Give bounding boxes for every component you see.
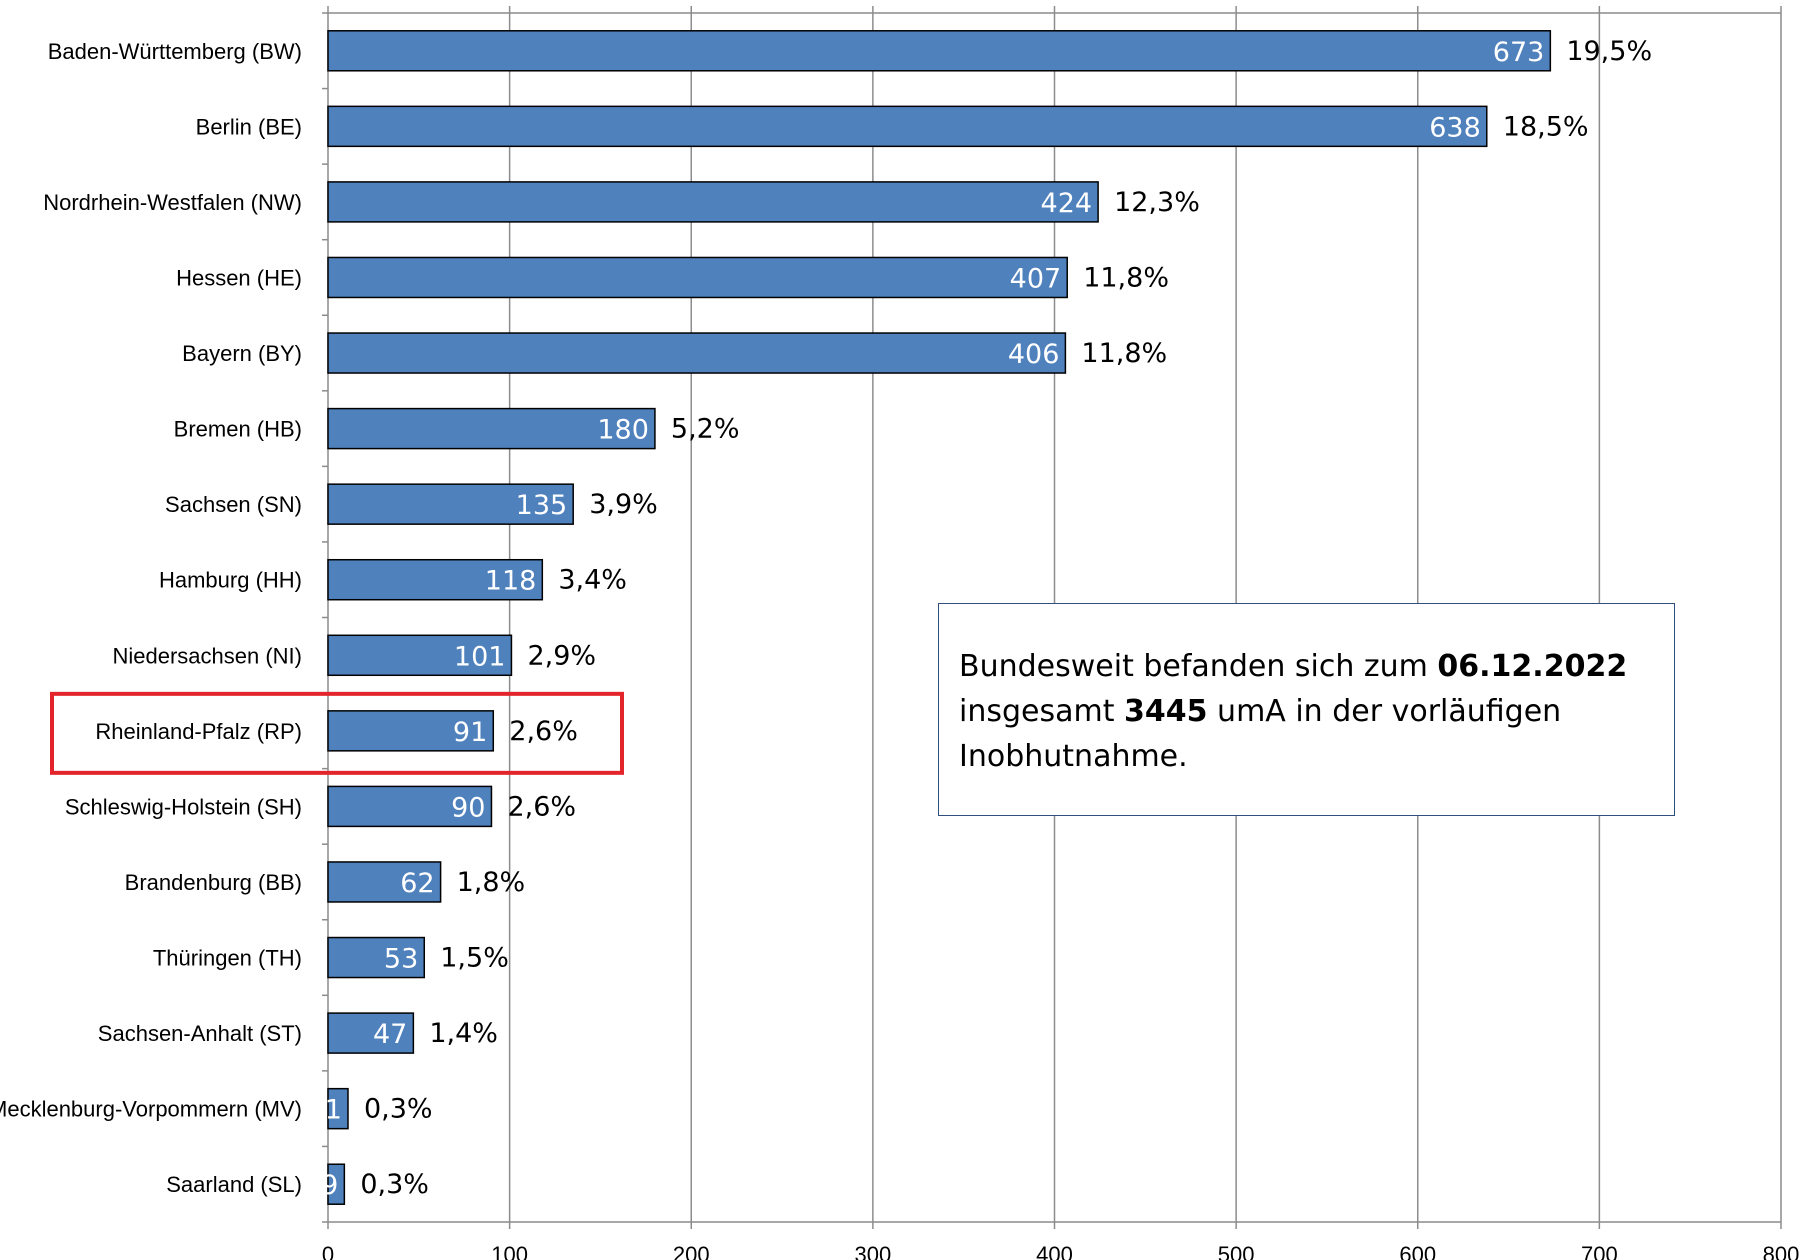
bar-value-label: 62 (400, 868, 434, 899)
category-label: Schleswig-Holstein (SH) (65, 794, 302, 819)
bar (327, 30, 1552, 72)
bar (327, 634, 513, 677)
category-label: Hessen (HE) (176, 265, 302, 290)
bar (327, 332, 1067, 374)
category-label: Mecklenburg-Vorpommern (MV) (0, 1097, 302, 1122)
bar-percent-label: 1,4% (429, 1018, 498, 1049)
bar (327, 1087, 349, 1130)
highlight-box (50, 691, 624, 775)
bar-percent-label: 11,8% (1083, 262, 1169, 293)
bar-percent-label: 5,2% (671, 414, 740, 445)
bar-percent-label: 0,3% (360, 1169, 429, 1200)
bar (327, 785, 493, 828)
bar-value-label: 135 (516, 490, 568, 521)
bar (327, 558, 544, 601)
bar-percent-label: 2,6% (509, 716, 578, 747)
x-tick-labels: 0 100 200 300 400 500 600 700 800 (322, 1242, 1799, 1260)
category-label: Baden-Württemberg (BW) (48, 39, 302, 64)
bar-percent-label: 19,5% (1566, 36, 1652, 67)
bar-percent-label: 3,9% (589, 489, 658, 520)
category-label: Nordrhein-Westfalen (NW) (43, 190, 302, 215)
category-label: Berlin (BE) (196, 114, 302, 139)
bar-value-label: 638 (1429, 112, 1481, 143)
bar (327, 1012, 415, 1054)
x-tick-label: 200 (673, 1242, 710, 1260)
category-label: Sachsen (SN) (165, 492, 302, 517)
bars: 673 19,5% 638 18,5% 424 12,3% 407 11,8% 406 11,8%… (308, 30, 1652, 1205)
bar-value-label: 47 (373, 1019, 407, 1050)
bar (327, 483, 574, 525)
bar-value-label: 91 (453, 717, 487, 748)
x-tick-label: 800 (1763, 1242, 1800, 1260)
bar-percent-label: 0,3% (364, 1094, 433, 1125)
bar-percent-label: 12,3% (1114, 187, 1200, 218)
bar-percent-label: 1,8% (457, 867, 526, 898)
x-tick-label: 0 (322, 1242, 334, 1260)
bar-percent-label: 11,8% (1081, 338, 1167, 369)
highlight-layer (50, 691, 624, 775)
bar (327, 861, 442, 903)
category-label: Rheinland-Pfalz (RP) (95, 719, 302, 744)
summary-annotation-box: Bundesweit befanden sich zum 06.12.2022 … (938, 603, 1675, 816)
bar (327, 105, 1488, 148)
bar-value-label: 406 (1008, 339, 1060, 370)
x-tick-label: 700 (1581, 1242, 1618, 1260)
bar (327, 407, 656, 450)
bar-percent-label: 18,5% (1503, 111, 1589, 142)
category-label: Thüringen (TH) (153, 946, 302, 971)
bar (327, 936, 426, 979)
bar-percent-label: 1,5% (440, 943, 509, 974)
bar-value-label: 9 (321, 1170, 338, 1201)
bar-value-label: 673 (1493, 37, 1545, 68)
bar (327, 710, 495, 752)
x-tick-label: 500 (1218, 1242, 1255, 1260)
bar-percent-label: 2,6% (507, 791, 576, 822)
x-tick-label: 100 (491, 1242, 528, 1260)
bar-value-label: 118 (485, 566, 537, 597)
bar (327, 256, 1068, 299)
bar-percent-label: 2,9% (527, 640, 596, 671)
annotation-total: 3445 (1124, 694, 1208, 729)
category-labels: Baden-Württemberg (BW) Berlin (BE) Nordrhe… (0, 39, 302, 1197)
category-label: Bayern (BY) (182, 341, 302, 366)
x-tick-label: 600 (1399, 1242, 1436, 1260)
category-label: Niedersachsen (NI) (112, 643, 302, 668)
bar-value-label: 90 (451, 792, 485, 823)
bar (327, 181, 1099, 223)
bar-percent-label: 3,4% (558, 565, 627, 596)
bar (327, 1163, 346, 1205)
x-tick-label: 400 (1036, 1242, 1073, 1260)
annotation-text-1: Bundesweit befanden sich zum (959, 649, 1438, 684)
bar-value-label: 180 (597, 415, 649, 446)
category-label: Sachsen-Anhalt (ST) (98, 1021, 302, 1046)
category-label: Bremen (HB) (174, 417, 302, 442)
bar-value-label: 11 (308, 1095, 342, 1126)
bar-value-label: 101 (454, 641, 506, 672)
annotation-text-3: umA in der vorläufigen Inobhutnahme. (959, 694, 1562, 774)
x-tick-label: 300 (855, 1242, 892, 1260)
annotation-text-2: insgesamt (959, 694, 1125, 729)
category-label: Saarland (SL) (166, 1172, 302, 1197)
bar-value-label: 407 (1010, 263, 1062, 294)
bar-value-label: 424 (1041, 188, 1093, 219)
category-label: Brandenburg (BB) (125, 870, 302, 895)
category-label: Hamburg (HH) (159, 568, 302, 593)
annotation-date: 06.12.2022 (1437, 649, 1628, 684)
bar-value-label: 53 (384, 944, 418, 975)
